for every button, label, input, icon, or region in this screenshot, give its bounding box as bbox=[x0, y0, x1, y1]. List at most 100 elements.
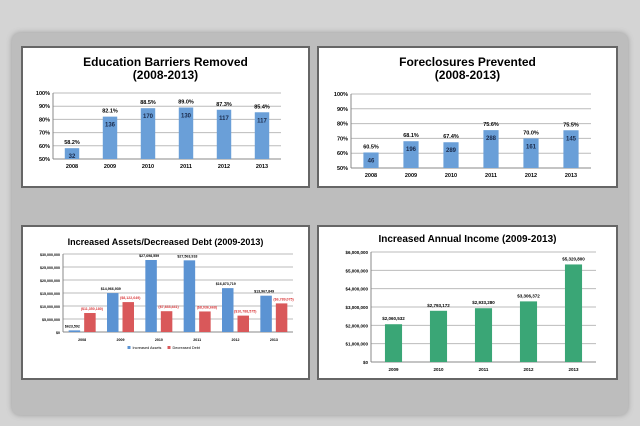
bar-inner-label: 170 bbox=[143, 114, 154, 120]
y-tick-label: 70% bbox=[39, 131, 50, 137]
bar-decreased-debt bbox=[199, 311, 211, 332]
x-tick-label: 2010 bbox=[445, 173, 457, 179]
data-label: 70.0% bbox=[523, 130, 539, 136]
data-label: 87.3% bbox=[216, 102, 232, 108]
y-tick-label: $4,000,000 bbox=[345, 287, 368, 292]
x-tick-label: 2011 bbox=[180, 164, 192, 170]
y-tick-label: $0 bbox=[363, 360, 369, 365]
y-tick-label: $0 bbox=[56, 331, 60, 335]
data-label: $27,698,559 bbox=[139, 254, 159, 258]
bar-increased-assets bbox=[260, 295, 272, 332]
y-tick-label: $15,000,000 bbox=[40, 292, 60, 296]
y-tick-label: $10,000,000 bbox=[40, 305, 60, 309]
x-tick-label: 2011 bbox=[193, 338, 201, 342]
x-tick-label: 2010 bbox=[433, 367, 444, 372]
y-tick-label: $20,000,000 bbox=[40, 279, 60, 283]
y-tick-label: 50% bbox=[337, 166, 348, 172]
bar-decreased-debt bbox=[275, 303, 288, 332]
bar bbox=[474, 308, 493, 362]
x-tick-label: 2013 bbox=[270, 338, 278, 342]
data-label: ($8,122,649) bbox=[120, 296, 141, 300]
bar-inner-label: 117 bbox=[257, 118, 267, 124]
bar-increased-assets bbox=[183, 260, 196, 332]
bar-inner-label: 32 bbox=[69, 154, 76, 160]
data-label: ($6,789,075) bbox=[273, 297, 294, 301]
chart-title: Increased Annual Income (2009-2013) bbox=[378, 234, 556, 245]
x-tick-label: 2010 bbox=[142, 164, 154, 170]
bar-decreased-debt bbox=[122, 302, 134, 332]
x-tick-label: 2012 bbox=[232, 338, 240, 342]
y-tick-label: $30,000,000 bbox=[40, 253, 60, 257]
bar bbox=[216, 109, 232, 159]
x-tick-label: 2011 bbox=[479, 367, 489, 372]
bar-increased-assets bbox=[145, 259, 157, 332]
education-barriers-chart: Education Barriers Removed (2008-2013) 50%… bbox=[21, 46, 310, 188]
bar bbox=[483, 130, 499, 168]
foreclosures-chart: Foreclosures Prevented (2008-2013) 50% 60% 7… bbox=[317, 46, 618, 188]
data-label: 60.5% bbox=[363, 144, 379, 150]
bar bbox=[254, 112, 270, 159]
legend-label: Decreased Debt bbox=[173, 346, 201, 350]
x-tick-label: 2013 bbox=[568, 367, 579, 372]
data-label: $3,306,372 bbox=[517, 293, 540, 298]
data-label: $2,793,172 bbox=[427, 303, 450, 308]
chart-svg: Education Barriers Removed(2008-2013) 50%… bbox=[36, 55, 281, 170]
bar bbox=[140, 108, 156, 159]
bar bbox=[178, 107, 194, 159]
x-tick-label: 2008 bbox=[365, 173, 377, 179]
bar bbox=[64, 148, 80, 159]
chart-svg: Increased Assets/Decreased Debt (2009-20… bbox=[40, 237, 295, 350]
data-label: ($11,350,180) bbox=[81, 307, 104, 311]
x-tick-label: 2011 bbox=[485, 173, 497, 179]
data-label: 58.2% bbox=[64, 140, 80, 146]
bar-decreased-debt bbox=[237, 315, 249, 332]
data-label: $13,967,849 bbox=[254, 290, 274, 294]
data-label: $623,592 bbox=[65, 324, 80, 328]
y-tick-label: $5,000,000 bbox=[42, 318, 60, 322]
bar-inner-label: 117 bbox=[219, 116, 229, 122]
data-label: 85.4% bbox=[254, 104, 270, 110]
data-label: 82.1% bbox=[102, 109, 118, 115]
bar bbox=[102, 116, 118, 159]
bar-increased-assets bbox=[107, 293, 119, 332]
y-tick-label: $5,000,000 bbox=[345, 268, 368, 273]
x-tick-label: 2009 bbox=[405, 173, 417, 179]
data-label: $2,060,532 bbox=[382, 316, 405, 321]
y-tick-label: $2,000,000 bbox=[345, 323, 368, 328]
x-tick-label: 2009 bbox=[104, 164, 116, 170]
bar-inner-label: 196 bbox=[406, 147, 417, 153]
bar-inner-label: 136 bbox=[105, 123, 116, 129]
data-label: $2,933,280 bbox=[472, 300, 495, 305]
assets-debt-chart: Increased Assets/Decreased Debt (2009-20… bbox=[21, 225, 310, 380]
x-tick-label: 2012 bbox=[523, 367, 534, 372]
x-tick-label: 2012 bbox=[218, 164, 230, 170]
data-label: 75.6% bbox=[483, 122, 499, 128]
bar-increased-assets bbox=[68, 330, 81, 332]
y-tick-label: 80% bbox=[337, 122, 348, 128]
legend-label: Increased Assets bbox=[133, 346, 162, 350]
bar bbox=[563, 130, 579, 168]
legend-swatch bbox=[167, 346, 171, 349]
bar bbox=[384, 324, 403, 362]
y-tick-label: $1,000,000 bbox=[345, 342, 368, 347]
bar-increased-assets bbox=[222, 288, 234, 332]
data-label: 88.5% bbox=[140, 100, 156, 106]
data-label: $16,873,719 bbox=[216, 282, 236, 286]
bar-decreased-debt bbox=[84, 313, 96, 332]
bar bbox=[429, 310, 448, 362]
bar bbox=[443, 142, 459, 168]
bar-inner-label: 161 bbox=[526, 144, 537, 150]
data-label: ($8,036,668) bbox=[197, 305, 218, 309]
y-tick-label: $25,000,000 bbox=[40, 266, 60, 270]
y-tick-label: $6,000,000 bbox=[345, 250, 368, 255]
chart-title: Foreclosures Prevented bbox=[399, 55, 536, 69]
bar-inner-label: 130 bbox=[181, 114, 192, 120]
y-tick-label: $3,000,000 bbox=[345, 305, 368, 310]
chart-title: Increased Assets/Decreased Debt (2009-20… bbox=[68, 237, 264, 247]
y-tick-label: 90% bbox=[337, 107, 348, 113]
y-tick-label: 80% bbox=[39, 117, 50, 123]
x-tick-label: 2012 bbox=[525, 173, 537, 179]
bar bbox=[523, 138, 539, 168]
y-tick-label: 60% bbox=[337, 151, 348, 157]
bar-inner-label: 289 bbox=[446, 148, 457, 154]
